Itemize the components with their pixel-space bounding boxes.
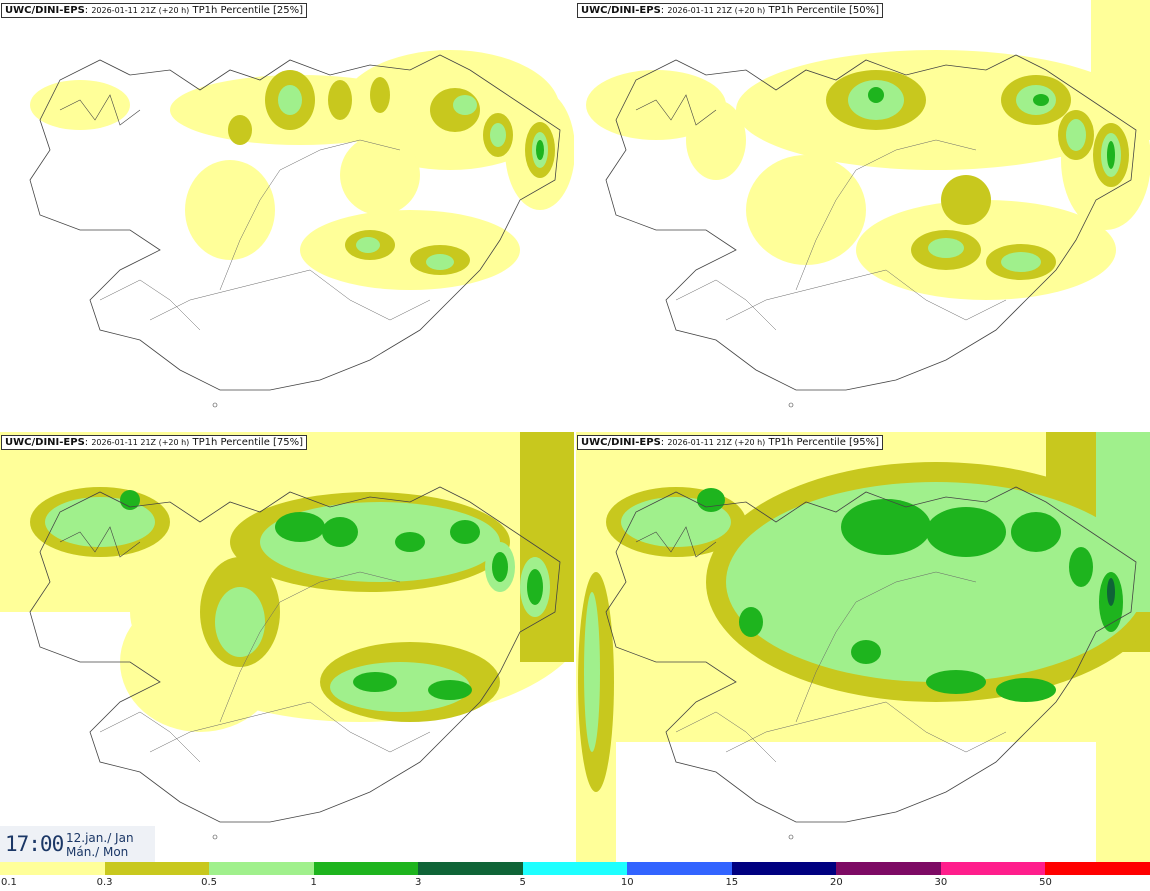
legend-label: 15 xyxy=(725,877,739,888)
panel-title-25: UWC/DINI-EPS: 2026-01-11 21Z (+20 h) TP1… xyxy=(1,3,308,18)
map-panel-75: UWC/DINI-EPS: 2026-01-11 21Z (+20 h) TP1… xyxy=(0,432,574,862)
precip-fields-75 xyxy=(0,432,574,732)
legend-swatch xyxy=(731,862,837,875)
precip-fields-50 xyxy=(586,0,1150,300)
precip-map-25 xyxy=(29,50,574,408)
legend-swatch xyxy=(522,862,628,875)
legend-swatch xyxy=(940,862,1046,875)
legend-swatch xyxy=(0,862,105,875)
panel-title-50: UWC/DINI-EPS: 2026-01-11 21Z (+20 h) TP1… xyxy=(577,3,884,18)
legend-swatch xyxy=(836,862,941,875)
legend-label: 5 xyxy=(519,877,526,888)
panel-separator-horizontal xyxy=(0,430,1150,432)
legend-swatch xyxy=(104,862,210,875)
valid-time: 17:00 xyxy=(5,832,64,856)
legend-color-bar xyxy=(0,862,1150,875)
legend-label: 10 xyxy=(620,877,634,888)
panel-title-95: UWC/DINI-EPS: 2026-01-11 21Z (+20 h) TP1… xyxy=(577,435,884,450)
map-panel-50: UWC/DINI-EPS: 2026-01-11 21Z (+20 h) TP1… xyxy=(576,0,1150,430)
legend-label: 0.3 xyxy=(96,877,113,888)
legend-label: 30 xyxy=(934,877,948,888)
legend-swatch xyxy=(1045,862,1150,875)
legend-swatch xyxy=(313,862,419,875)
legend-label: 20 xyxy=(829,877,843,888)
valid-date-line2: Mán./ Mon xyxy=(66,845,129,859)
legend-swatch xyxy=(209,862,314,875)
valid-date-line1: 12.jan./ Jan xyxy=(66,831,134,845)
legend-label: 3 xyxy=(414,877,422,888)
legend-label: 1 xyxy=(310,877,317,888)
map-panel-95: UWC/DINI-EPS: 2026-01-11 21Z (+20 h) TP1… xyxy=(576,432,1150,862)
precip-fields-95 xyxy=(576,432,1150,862)
legend-label: 50 xyxy=(1039,877,1052,888)
precip-map-50 xyxy=(586,0,1150,408)
panel-title-75: UWC/DINI-EPS: 2026-01-11 21Z (+20 h) TP1… xyxy=(1,435,308,450)
legend-label: 0.5 xyxy=(201,877,218,888)
color-legend: 0.1 0.3 0.5 1 3 5 10 15 20 30 50 xyxy=(0,862,1150,891)
legend-swatch xyxy=(418,862,523,875)
valid-date: 12.jan./ Jan Mán./ Mon xyxy=(66,831,134,859)
valid-time-box: 17:00 12.jan./ Jan Mán./ Mon xyxy=(0,826,155,862)
precip-map-95 xyxy=(576,432,1150,862)
precip-map-75 xyxy=(0,432,574,840)
legend-label: 0.1 xyxy=(1,877,17,888)
map-panel-25: UWC/DINI-EPS: 2026-01-11 21Z (+20 h) TP1… xyxy=(0,0,574,430)
precip-fields-25 xyxy=(30,50,574,290)
legend-swatch xyxy=(627,862,732,875)
